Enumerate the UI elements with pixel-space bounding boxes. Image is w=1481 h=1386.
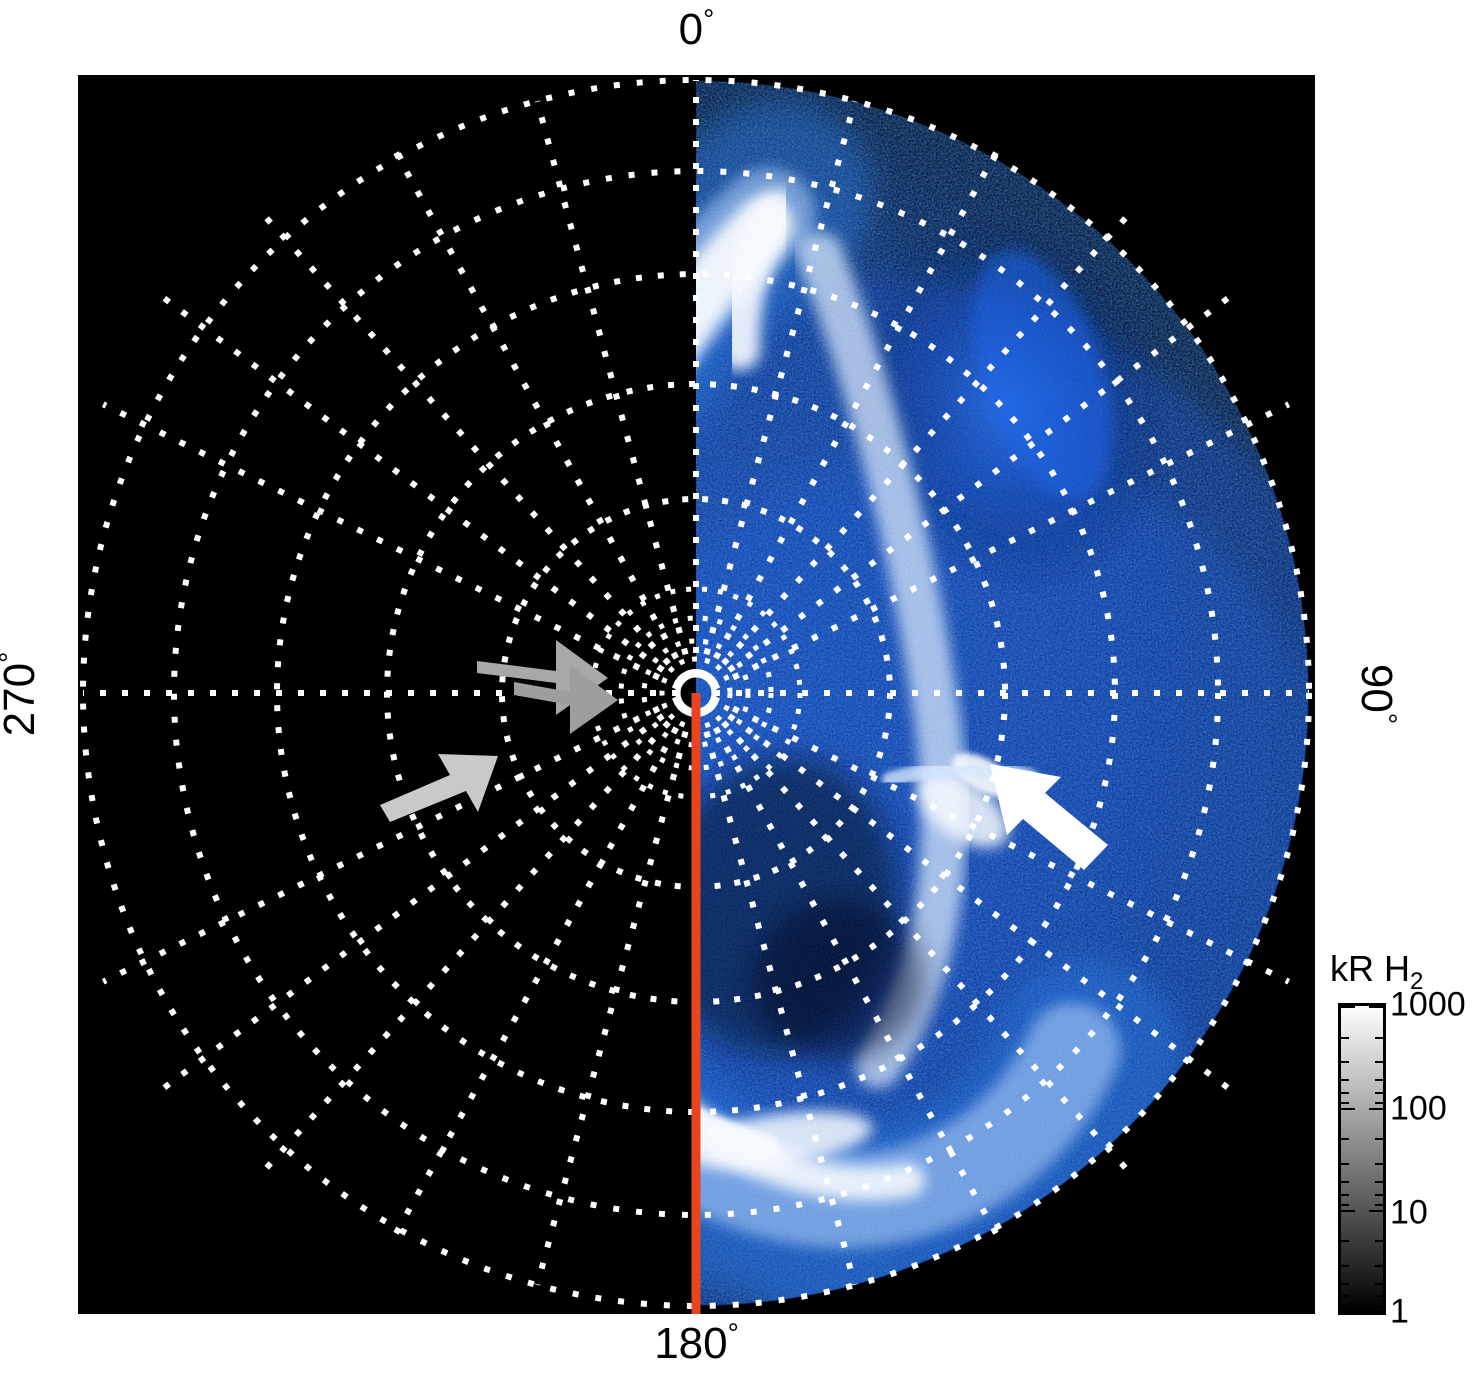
grid-ring	[618, 615, 774, 771]
axis-label-left-text: 270	[0, 662, 44, 737]
polar-plot-panel	[78, 75, 1315, 1314]
grid-spoke	[386, 139, 690, 679]
degree-symbol-bottom: °	[727, 1317, 739, 1349]
colorbar-title-main: kR H	[1330, 948, 1410, 989]
degree-symbol-right: °	[1371, 712, 1403, 725]
grid-spoke	[702, 707, 1006, 1247]
grid-spoke	[254, 703, 686, 1181]
degree-symbol-top: °	[703, 3, 715, 35]
grid-spoke	[386, 707, 690, 1247]
outside-circle-mask	[78, 75, 1315, 1314]
colorbar-tick-100: 100	[1390, 1089, 1447, 1128]
axis-label-left: 270°	[0, 614, 44, 774]
colorbar: kR H2	[1330, 948, 1480, 1331]
colorbar-gradient	[1338, 1003, 1386, 1315]
colorbar-tick-10: 10	[1390, 1193, 1428, 1232]
degree-symbol-left: °	[0, 652, 24, 663]
axis-label-right: 90°	[1352, 614, 1403, 774]
polar-plot-svg	[78, 75, 1315, 1314]
grid-spoke	[702, 139, 1006, 679]
axis-label-right-text: 90	[1352, 663, 1401, 713]
grid-ring	[171, 168, 1221, 1218]
gray-arrow-2	[514, 665, 618, 734]
colorbar-title: kR H2	[1330, 948, 1423, 996]
grid-spokes	[83, 80, 1309, 1306]
grid-spoke	[254, 205, 686, 683]
axis-label-bottom: 180°	[0, 1319, 1393, 1368]
axis-label-bottom-text: 180	[654, 1319, 728, 1368]
colorbar-title-sub: 2	[1410, 968, 1424, 996]
white-arrow-1	[990, 764, 1108, 870]
grid-spoke	[706, 703, 1138, 1181]
grid-ring	[641, 638, 751, 748]
axis-label-top: 0°	[0, 5, 1393, 54]
grid-spoke	[706, 205, 1138, 683]
colorbar-tick-1000: 1000	[1390, 985, 1466, 1024]
axis-label-top-text: 0	[678, 5, 704, 54]
colorbar-tick-1: 1	[1390, 1292, 1409, 1331]
gray-arrow-3	[380, 754, 498, 822]
